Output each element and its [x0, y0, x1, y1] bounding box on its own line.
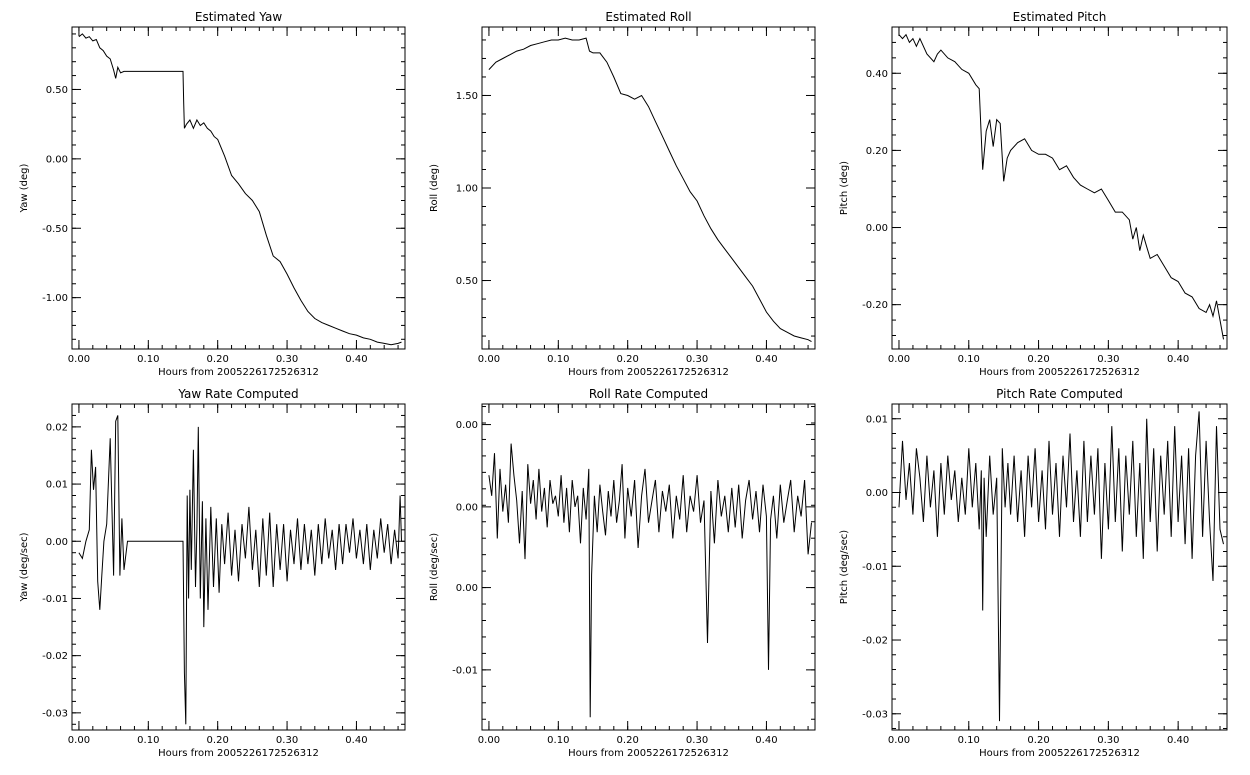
x-tick-label: 0.20: [207, 735, 229, 746]
y-tick-label: -0.01: [42, 594, 68, 605]
x-tick-label: 0.20: [617, 735, 639, 746]
y-tick-label: 0.00: [866, 223, 888, 234]
y-tick-label: 0.50: [456, 276, 478, 287]
y-tick-label: -1.00: [42, 293, 68, 304]
x-tick-label: 0.20: [617, 354, 639, 365]
x-tick-label: 0.40: [345, 354, 367, 365]
y-axis-label: Yaw (deg/sec): [19, 532, 30, 602]
x-tick-label: 0.30: [276, 354, 298, 365]
x-tick-label: 0.10: [547, 735, 569, 746]
data-series-line: [898, 33, 1224, 340]
x-tick-label: 0.20: [207, 354, 229, 365]
plot-frame: [71, 403, 406, 731]
chart-panel-3: Estimated Pitch Hours from 20052261725263…: [839, 10, 1228, 378]
x-tick-label: 0.20: [1027, 735, 1049, 746]
y-tick-label: -0.20: [862, 300, 888, 311]
x-axis-label: Hours from 2005226172526312: [979, 367, 1140, 378]
chart-panel-4: Yaw Rate Computed Hours from 200522617252…: [19, 387, 406, 759]
x-tick-label: 0.30: [1097, 735, 1119, 746]
y-tick-label: -0.03: [862, 709, 888, 720]
plot-frame: [891, 403, 1228, 731]
y-tick-label: -0.01: [452, 665, 478, 676]
data-series-line: [78, 415, 402, 725]
x-tick-label: 0.30: [686, 735, 708, 746]
chart-panel-1: Estimated Yaw Hours from 2005226172526312…: [19, 10, 406, 378]
y-tick-label: 0.01: [46, 480, 68, 491]
x-axis-label: Hours from 2005226172526312: [158, 748, 319, 759]
y-axis-label: Pitch (deg/sec): [839, 530, 850, 605]
y-tick-label: 0.20: [866, 146, 888, 157]
x-tick-label: 0.30: [1097, 354, 1119, 365]
y-tick-label: -0.02: [42, 651, 68, 662]
x-tick-label: 0.40: [755, 735, 777, 746]
x-axis-label: Hours from 2005226172526312: [979, 748, 1140, 759]
y-tick-label: -0.50: [42, 224, 68, 235]
x-tick-label: 0.10: [547, 354, 569, 365]
y-tick-label: 0.00: [46, 154, 68, 165]
y-axis-label: Roll (deg): [429, 164, 440, 212]
y-axis-label: Roll (deg/sec): [429, 533, 440, 601]
plot-frame: [891, 26, 1228, 350]
x-tick-label: 0.00: [478, 735, 500, 746]
x-tick-label: 0.30: [686, 354, 708, 365]
y-tick-label: -0.01: [862, 562, 888, 573]
data-series-line: [488, 443, 812, 718]
y-tick-label: 0.02: [46, 422, 68, 433]
plot-frame: [481, 403, 816, 731]
x-axis-label: Hours from 2005226172526312: [568, 748, 729, 759]
y-tick-label: 0.00: [866, 488, 888, 499]
y-tick-label: 0.50: [46, 85, 68, 96]
chart-title: Estimated Roll: [605, 10, 691, 24]
y-tick-label: 0.00: [456, 420, 478, 431]
y-tick-label: 1.00: [456, 184, 478, 195]
x-tick-label: 0.40: [755, 354, 777, 365]
data-series-line: [488, 37, 812, 343]
y-tick-label: 0.01: [866, 414, 888, 425]
x-tick-label: 0.40: [1167, 735, 1189, 746]
x-axis-label: Hours from 2005226172526312: [568, 367, 729, 378]
chart-title: Estimated Pitch: [1013, 10, 1107, 24]
y-tick-label: -0.02: [862, 636, 888, 647]
y-tick-label: -0.03: [42, 708, 68, 719]
data-series-line: [898, 411, 1224, 722]
chart-title: Roll Rate Computed: [589, 387, 708, 401]
x-tick-label: 0.10: [137, 354, 159, 365]
y-axis-label: Yaw (deg): [19, 163, 30, 213]
y-tick-label: 0.40: [866, 69, 888, 80]
chart-panel-5: Roll Rate Computed Hours from 20052261725…: [429, 387, 816, 759]
x-tick-label: 0.30: [276, 735, 298, 746]
y-tick-label: 0.00: [456, 502, 478, 513]
data-series-line: [78, 33, 402, 346]
chart-title: Yaw Rate Computed: [177, 387, 298, 401]
chart-title: Estimated Yaw: [195, 10, 282, 24]
x-tick-label: 0.10: [958, 735, 980, 746]
x-tick-label: 0.10: [137, 735, 159, 746]
x-tick-label: 0.40: [1167, 354, 1189, 365]
y-tick-label: 1.50: [456, 91, 478, 102]
x-tick-label: 0.00: [68, 354, 90, 365]
y-tick-label: 0.00: [46, 537, 68, 548]
x-tick-label: 0.00: [478, 354, 500, 365]
y-tick-label: 0.00: [456, 583, 478, 594]
x-tick-label: 0.00: [888, 354, 910, 365]
y-axis-label: Pitch (deg): [839, 161, 850, 215]
x-axis-label: Hours from 2005226172526312: [158, 367, 319, 378]
x-tick-label: 0.20: [1027, 354, 1049, 365]
chart-panel-6: Pitch Rate Computed Hours from 2005226172…: [839, 387, 1228, 759]
x-tick-label: 0.10: [958, 354, 980, 365]
plot-frame: [71, 26, 406, 350]
x-tick-label: 0.00: [888, 735, 910, 746]
x-tick-label: 0.40: [345, 735, 367, 746]
chart-panel-2: Estimated Roll Hours from 200522617252631…: [429, 10, 816, 378]
x-tick-label: 0.00: [68, 735, 90, 746]
chart-title: Pitch Rate Computed: [996, 387, 1123, 401]
